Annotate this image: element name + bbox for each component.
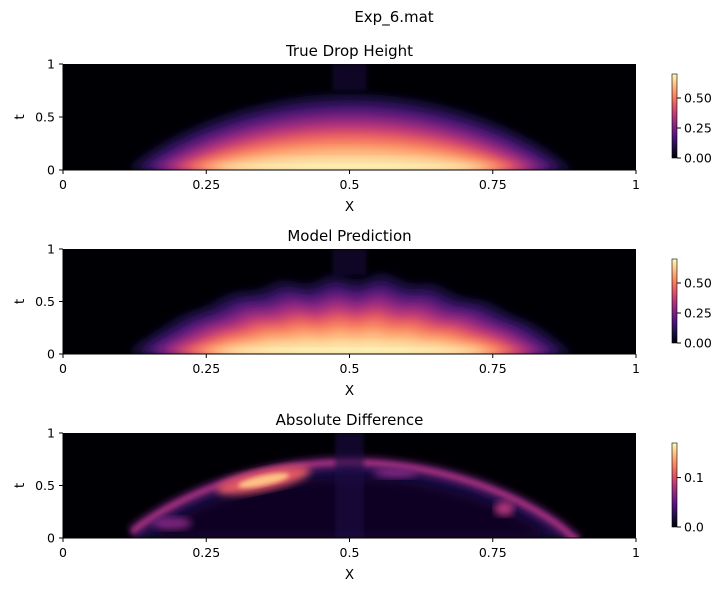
heatmap-artifact <box>332 64 367 91</box>
x-tick-label: 1 <box>632 545 640 560</box>
heatmap-contour <box>222 164 483 170</box>
heatmap-panel-3: Absolute Difference 0 0.25 0.5 0.75 1 X 0 0.5 1 t 0… <box>12 411 704 583</box>
x-tick-label: 0.25 <box>192 177 220 192</box>
colorbar-tick-label: 0.25 <box>684 121 712 136</box>
colorbar-tick-label: 0.0 <box>684 520 704 535</box>
heatmap-panel-2: Model Prediction 0 0.25 0.5 0.75 1 X 0 0.5 1 t 0.00… <box>12 227 712 399</box>
colorbar-tick-label: 0.25 <box>684 306 712 321</box>
x-tick-label: 0.75 <box>479 177 507 192</box>
figure-suptitle: Exp_6.mat <box>354 8 433 27</box>
panel-title: Absolute Difference <box>276 411 424 429</box>
y-tick-label: 0 <box>47 347 55 362</box>
y-axis-label: t <box>12 483 28 488</box>
y-tick-label: 1 <box>47 242 55 257</box>
y-axis-label: t <box>12 299 28 304</box>
y-tick-label: 0 <box>47 163 55 178</box>
heatmap-hotspot <box>494 501 515 516</box>
heatmap-artifact <box>335 433 364 538</box>
heatmap-field <box>131 249 579 354</box>
x-tick-label: 0.75 <box>479 545 507 560</box>
x-tick-label: 0 <box>59 177 67 192</box>
colorbar <box>671 442 678 528</box>
y-tick-label: 1 <box>47 57 55 72</box>
heatmap-hotspot <box>373 467 418 478</box>
x-tick-label: 0.5 <box>340 545 360 560</box>
heatmap-hotspot <box>238 473 290 488</box>
x-axis-label: X <box>345 199 354 215</box>
heatmap-panel-1: True Drop Height 0 0.25 0.5 0.75 1 X 0 0.5 1 t 0.00… <box>12 42 712 215</box>
heatmap-contour <box>222 348 483 354</box>
colorbar-tick-label: 0.1 <box>684 470 704 485</box>
y-tick-label: 0 <box>47 531 55 546</box>
colorbar <box>671 258 678 344</box>
heatmap-artifact <box>332 249 367 276</box>
x-tick-label: 0 <box>59 361 67 376</box>
y-tick-label: 0.5 <box>35 110 55 125</box>
heatmap-field <box>131 64 579 170</box>
colorbar-tick-label: 0.00 <box>684 151 712 166</box>
x-tick-label: 1 <box>632 177 640 192</box>
y-tick-label: 0.5 <box>35 478 55 493</box>
y-axis-label: t <box>12 114 28 119</box>
x-tick-label: 0 <box>59 545 67 560</box>
x-tick-label: 0.25 <box>192 361 220 376</box>
x-axis-label: X <box>345 383 354 399</box>
heatmap-hotspot <box>151 517 192 530</box>
panel-title: Model Prediction <box>287 227 411 245</box>
y-tick-label: 1 <box>47 426 55 441</box>
x-tick-label: 1 <box>632 361 640 376</box>
colorbar-tick-label: 0.00 <box>684 336 712 351</box>
x-tick-label: 0.75 <box>479 361 507 376</box>
colorbar <box>671 73 678 159</box>
x-tick-label: 0.5 <box>340 361 360 376</box>
x-tick-label: 0.5 <box>340 177 360 192</box>
panel-title: True Drop Height <box>285 42 413 60</box>
y-tick-label: 0.5 <box>35 294 55 309</box>
heatmap-field <box>128 433 579 538</box>
colorbar-tick-label: 0.50 <box>684 276 712 291</box>
x-axis-label: X <box>345 567 354 583</box>
colorbar-tick-label: 0.50 <box>684 91 712 106</box>
x-tick-label: 0.25 <box>192 545 220 560</box>
